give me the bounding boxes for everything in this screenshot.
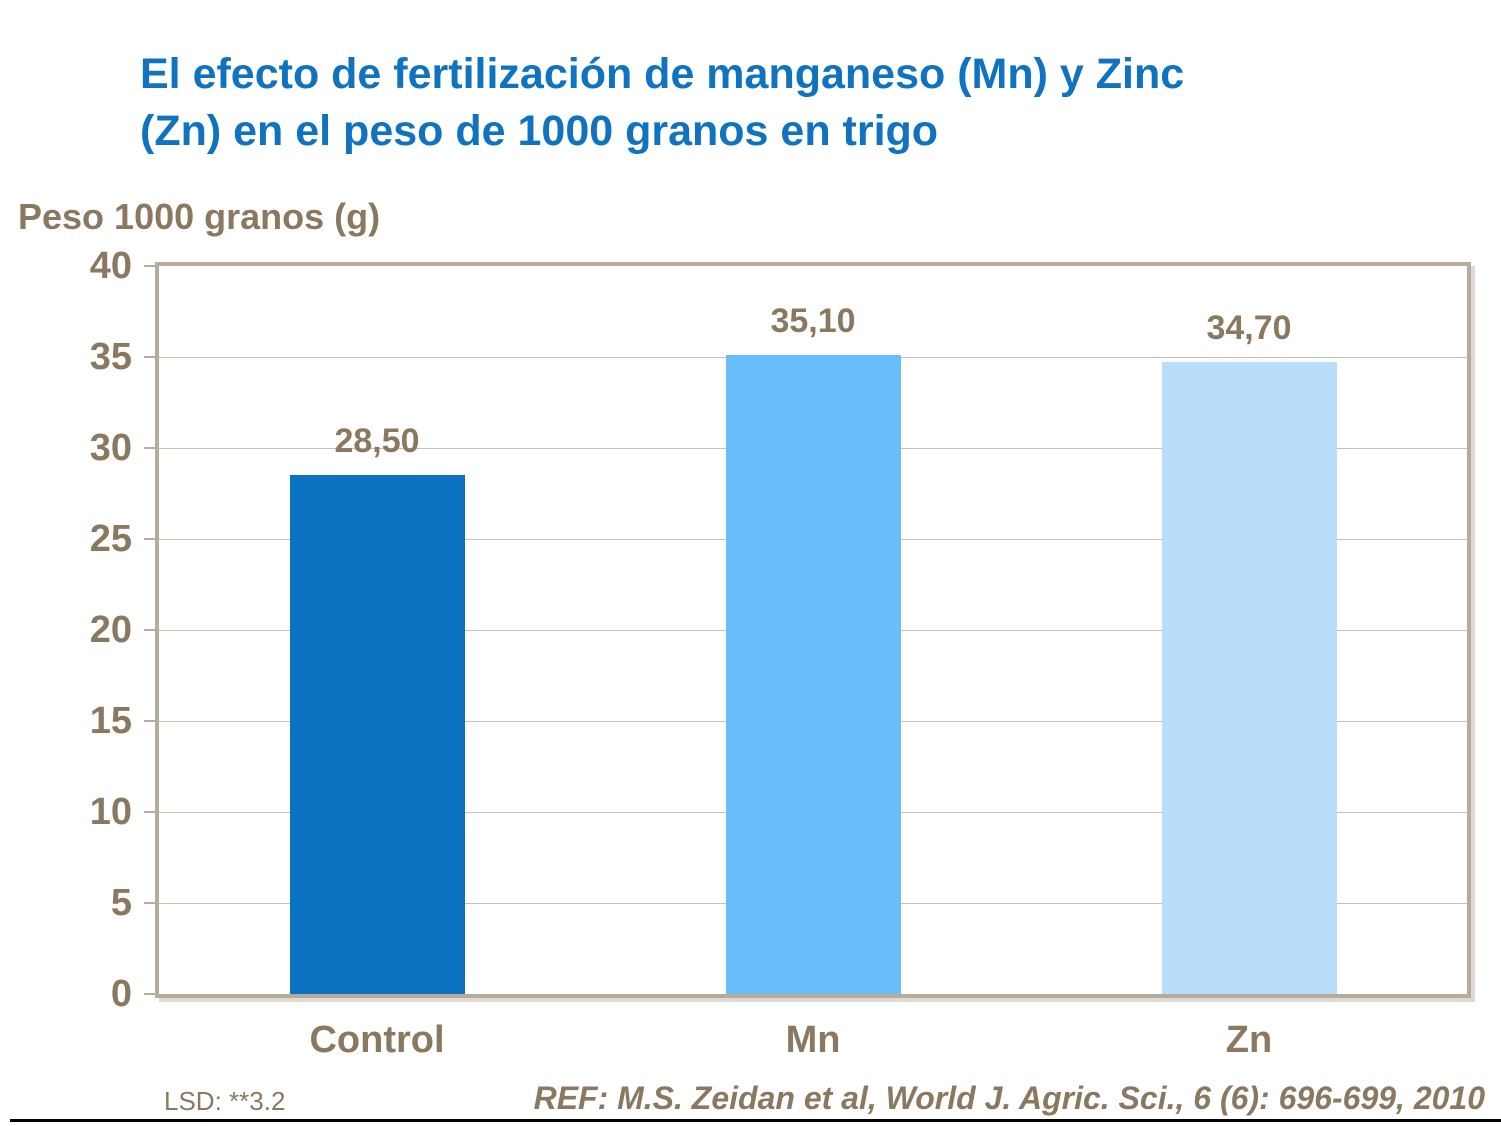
bar-value-label-zn: 34,70	[1206, 309, 1292, 348]
y-axis-tick-5	[144, 902, 155, 904]
y-axis-tick-40	[144, 265, 155, 267]
bar-zn	[1161, 362, 1337, 994]
chart-title: El efecto de fertilización de manganeso …	[140, 46, 1430, 160]
y-axis-tick-label-10: 10	[89, 791, 132, 833]
y-axis-title: Peso 1000 granos (g)	[18, 196, 381, 237]
category-label-mn: Mn	[785, 1019, 841, 1061]
y-axis-tick-label-30: 30	[89, 427, 132, 469]
bar-value-label-control: 28,50	[334, 422, 420, 461]
y-axis-tick-0	[144, 993, 155, 995]
y-axis-tick-35	[144, 356, 155, 358]
y-axis-tick-label-0: 0	[110, 973, 132, 1015]
y-axis-tick-label-40: 40	[89, 245, 132, 287]
y-axis-tick-15	[144, 720, 155, 722]
bar-mn	[725, 355, 901, 994]
y-axis-tick-label-25: 25	[89, 518, 132, 560]
category-label-zn: Zn	[1225, 1019, 1273, 1061]
reference-citation: REF: M.S. Zeidan et al, World J. Agric. …	[533, 1080, 1485, 1116]
bar-value-label-mn: 35,10	[770, 302, 856, 341]
y-axis-tick-label-35: 35	[89, 336, 132, 378]
lsd-note: LSD: **3.2	[164, 1086, 286, 1116]
y-axis-tick-label-5: 5	[110, 882, 132, 924]
y-axis-tick-10	[144, 811, 155, 813]
bottom-rule	[10, 1119, 1501, 1122]
y-axis-tick-20	[144, 629, 155, 631]
chart-title-line-1: El efecto de fertilización de manganeso …	[140, 50, 1185, 98]
y-axis-tick-25	[144, 538, 155, 540]
category-label-control: Control	[309, 1019, 445, 1061]
y-axis-tick-30	[144, 447, 155, 449]
bar-control	[289, 475, 465, 994]
chart-title-line-2: (Zn) en el peso de 1000 granos en trigo	[140, 107, 939, 155]
y-axis-tick-label-15: 15	[89, 700, 132, 742]
y-axis-tick-label-20: 20	[89, 609, 132, 651]
